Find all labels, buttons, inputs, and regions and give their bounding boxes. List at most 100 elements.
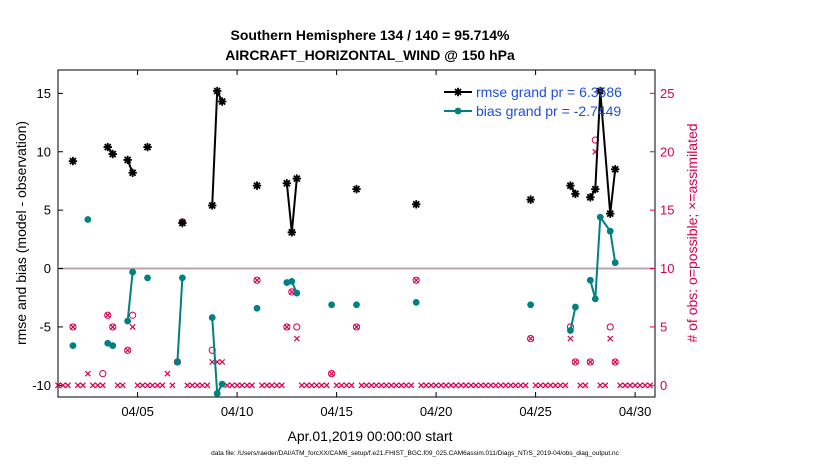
obs-assimilated-marker xyxy=(537,382,544,389)
obs-possible-marker xyxy=(124,346,132,354)
obs-possible-marker xyxy=(352,323,361,331)
obs-assimilated-marker xyxy=(104,312,111,319)
bias-point xyxy=(591,295,599,303)
obs-assimilated-marker xyxy=(632,382,639,389)
bias-point xyxy=(208,314,216,321)
obs-assimilated-marker xyxy=(323,382,330,389)
bias-line xyxy=(126,271,134,322)
obs-possible-marker xyxy=(283,323,291,331)
obs-assimilated-marker xyxy=(54,382,62,389)
bias-point xyxy=(213,390,221,397)
y-tick-label: 0 xyxy=(44,261,51,276)
rmse-point xyxy=(591,184,600,194)
obs-assimilated-marker xyxy=(358,382,365,389)
obs-assimilated-marker xyxy=(263,382,270,389)
x-axis-label: Apr.01,2019 00:00:00 start xyxy=(287,428,452,444)
obs-assimilated-marker xyxy=(582,382,589,389)
bias-point xyxy=(611,259,619,267)
rmse-point xyxy=(123,155,132,165)
y-tick-label: -10 xyxy=(32,378,51,393)
obs-possible-marker xyxy=(129,311,137,319)
obs-assimilated-marker xyxy=(199,382,206,389)
rmse-point xyxy=(292,174,301,183)
obs-assimilated-marker xyxy=(388,382,395,389)
obs-assimilated-marker xyxy=(612,358,619,365)
obs-assimilated-marker xyxy=(134,382,141,389)
obs-assimilated-marker xyxy=(627,382,634,389)
obs-possible-marker xyxy=(293,323,301,331)
obs-assimilated-marker xyxy=(383,382,390,389)
obs-assimilated-marker xyxy=(507,382,514,389)
obs-possible-marker xyxy=(253,276,261,284)
rmse-line xyxy=(285,178,298,233)
rmse-point xyxy=(68,156,78,166)
y-tick-label: 10 xyxy=(37,144,51,159)
obs-assimilated-marker xyxy=(154,382,161,389)
obs-assimilated-marker xyxy=(433,382,440,389)
axes-frame xyxy=(57,69,656,398)
obs-assimilated-marker xyxy=(413,277,420,284)
obs-assimilated-marker xyxy=(572,358,579,365)
rmse-point xyxy=(213,86,222,96)
legend-rmse-label: rmse grand pr = 6.3586 xyxy=(476,84,622,100)
obs-assimilated-marker xyxy=(209,358,216,365)
x-tick-label: 04/10 xyxy=(221,404,254,419)
obs-assimilated-marker xyxy=(557,382,564,389)
y2-tick-label: 20 xyxy=(660,144,674,159)
rmse-point xyxy=(352,184,361,194)
obs-assimilated-marker xyxy=(443,382,450,389)
obs-assimilated-marker xyxy=(144,382,151,389)
rmse-point xyxy=(611,165,620,174)
obs-assimilated-marker xyxy=(69,323,76,330)
obs-assimilated-marker xyxy=(268,382,275,389)
obs-assimilated-marker xyxy=(522,382,529,389)
obs-assimilated-marker xyxy=(194,382,201,389)
bias-point xyxy=(109,342,117,350)
obs-assimilated-marker xyxy=(109,323,116,330)
obs-assimilated-marker xyxy=(642,382,649,389)
rmse-point xyxy=(526,195,535,204)
obs-possible-marker xyxy=(99,370,107,378)
rmse-point xyxy=(108,149,117,159)
rmse-point xyxy=(217,97,227,106)
chart-subtitle: AIRCRAFT_HORIZONTAL_WIND @ 150 hPa xyxy=(225,47,515,63)
x-tick-label: 04/30 xyxy=(619,404,652,419)
obs-assimilated-marker xyxy=(477,382,484,389)
x-tick-label: 04/20 xyxy=(420,404,453,419)
obs-assimilated-marker xyxy=(204,382,211,389)
obs-assimilated-marker xyxy=(119,382,126,389)
obs-possible-marker xyxy=(611,358,619,366)
obs-possible-marker xyxy=(606,323,614,331)
obs-assimilated-marker xyxy=(597,382,604,389)
obs-assimilated-marker xyxy=(492,382,499,389)
obs-assimilated-marker xyxy=(124,347,131,354)
obs-assimilated-marker xyxy=(398,382,405,389)
obs-assimilated-marker xyxy=(418,382,425,389)
obs-assimilated-marker xyxy=(348,382,355,389)
rmse-point xyxy=(571,189,580,198)
bias-line xyxy=(176,277,184,363)
rmse-line xyxy=(211,90,224,206)
obs-assimilated-marker xyxy=(189,382,196,389)
rmse-point xyxy=(586,193,595,202)
obs-assimilated-marker xyxy=(149,382,156,389)
obs-assimilated-marker xyxy=(373,382,380,389)
obs-assimilated-marker xyxy=(99,382,106,389)
rmse-point xyxy=(143,142,152,152)
obs-assimilated-marker xyxy=(328,370,335,377)
obs-assimilated-marker xyxy=(363,382,370,389)
obs-assimilated-marker xyxy=(244,382,251,389)
bias-point xyxy=(129,268,137,276)
bias-point xyxy=(527,301,535,309)
obs-assimilated-marker xyxy=(308,382,315,389)
obs-assimilated-marker xyxy=(607,335,614,342)
bias-point xyxy=(606,227,614,235)
obs-assimilated-marker xyxy=(547,382,554,389)
rmse-point xyxy=(566,181,575,190)
obs-assimilated-marker xyxy=(219,358,226,365)
bias-point xyxy=(69,342,77,350)
rmse-point xyxy=(287,228,297,237)
obs-assimilated-marker xyxy=(89,382,96,389)
bias-point xyxy=(586,276,594,284)
obs-assimilated-marker xyxy=(552,382,559,389)
